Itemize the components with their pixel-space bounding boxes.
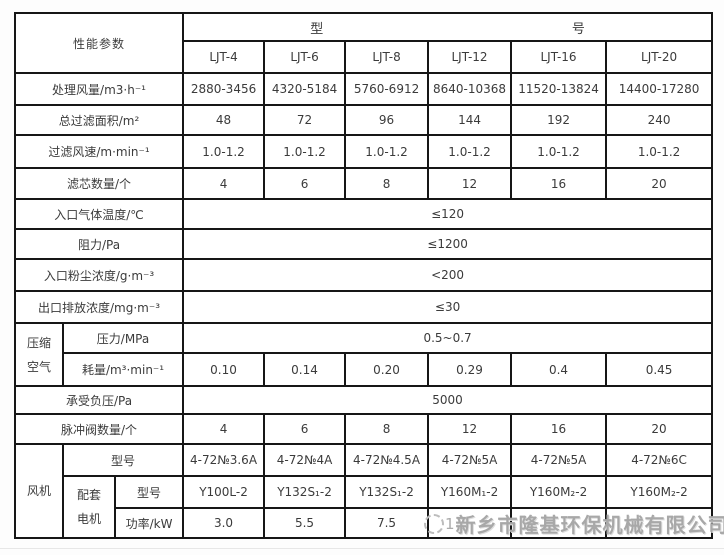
table-cell: 3.0	[182, 507, 266, 539]
table-cell: 4	[182, 413, 266, 445]
group-label-motor-line2: 电机	[76, 512, 101, 526]
table-cell: 4-72№5A	[510, 443, 608, 477]
table-cell: 4320-5184	[263, 72, 347, 106]
row-label-air-volume: 处理风量/m3·h⁻¹	[13, 72, 185, 106]
table-cell: 240	[605, 104, 714, 136]
table-cell: 1.0-1.2	[263, 134, 347, 169]
row-label-cartridge-count: 滤芯数量/个	[13, 167, 185, 200]
table-cell: 12	[427, 413, 513, 445]
table-cell: 20	[605, 413, 714, 445]
table-cell-merged: 5000	[182, 385, 714, 415]
table-cell: 192	[510, 104, 608, 136]
table-cell: 5760-6912	[344, 72, 430, 106]
table-cell: Y160M₁-2	[427, 475, 513, 509]
table-cell: 1.0-1.2	[427, 134, 513, 169]
table-cell: 6	[263, 167, 347, 200]
table-cell-merged: ≤1200	[182, 228, 714, 260]
table-cell: 8	[344, 167, 430, 200]
row-label-filter-velocity: 过滤风速/m·min⁻¹	[13, 134, 185, 169]
table-cell: Y100L-2	[182, 475, 266, 509]
table-cell: 4-72№3.6A	[182, 443, 266, 477]
row-label-motor-power: 功率/kW	[113, 507, 185, 539]
table-cell: Y132S₁-2	[344, 475, 430, 509]
table-cell: 1.0-1.2	[605, 134, 714, 169]
table-cell: 11520-13824	[510, 72, 608, 106]
table-cell: 14400-17280	[605, 72, 714, 106]
table-cell: 4-72№4A	[263, 443, 347, 477]
table-cell: 8	[344, 413, 430, 445]
header-model-char-1: 型	[310, 21, 324, 37]
table-cell: 6	[263, 413, 347, 445]
group-label-motor-line1: 配套	[76, 488, 101, 502]
table-cell: 2880-3456	[182, 72, 266, 106]
group-label-motor: 配套 电机	[62, 475, 116, 539]
table-cell: 0.14	[263, 352, 347, 387]
table-cell: 0.45	[605, 352, 714, 387]
table-cell: 4-72№4.5A	[344, 443, 430, 477]
col-header-ljt16: LJT-16	[510, 40, 608, 74]
col-header-ljt6: LJT-6	[263, 40, 347, 74]
row-label-fan-model: 型号	[61, 443, 185, 477]
table-cell: 48	[182, 104, 266, 136]
table-cell: 0.20	[344, 352, 430, 387]
header-performance-params: 性能参数	[13, 12, 185, 74]
group-label-compressed-air-line1: 压缩	[26, 335, 51, 350]
row-label-motor-model: 型号	[113, 475, 185, 509]
table-cell: 8640-10368	[427, 72, 513, 106]
table-cell: 0.10	[182, 352, 266, 387]
table-cell: 7.5	[344, 507, 430, 539]
row-label-outlet-emission: 出口排放浓度/mg·m⁻³	[13, 290, 185, 324]
spec-table: 性能参数 型 号 LJT-4 LJT-6 LJT-8 LJT-12 LJT-16…	[13, 12, 714, 539]
table-cell: 1.0-1.2	[344, 134, 430, 169]
col-header-ljt12: LJT-12	[427, 40, 513, 74]
table-cell: 4	[182, 167, 266, 200]
table-cell: 1.0-1.2	[182, 134, 266, 169]
table-cell-merged: ≤30	[182, 290, 714, 324]
table-cell-merged: <200	[182, 258, 714, 292]
table-cell: 0.29	[427, 352, 513, 387]
group-label-compressed-air: 压缩 空气	[14, 322, 64, 387]
col-header-ljt8: LJT-8	[344, 40, 430, 74]
row-label-pulse-valve-count: 脉冲阀数量/个	[13, 413, 185, 445]
table-cell: 4-72№6C	[605, 443, 714, 477]
table-cell-merged: ≤120	[182, 198, 714, 230]
row-label-resistance: 阻力/Pa	[13, 228, 185, 260]
table-cell: 16	[510, 413, 608, 445]
group-label-fan: 风机	[14, 443, 64, 539]
table-cell	[510, 507, 608, 539]
row-label-consumption: 耗量/m³·min⁻¹	[61, 352, 185, 387]
header-model-group: 型 号	[182, 12, 714, 42]
row-label-negative-pressure: 承受负压/Pa	[13, 385, 185, 415]
row-label-pressure: 压力/MPa	[61, 322, 185, 354]
bottom-divider	[0, 548, 724, 549]
table-cell: Y132S₁-2	[263, 475, 347, 509]
table-cell: 4-72№5A	[427, 443, 513, 477]
table-cell-merged: 0.5~0.7	[182, 322, 714, 354]
col-header-ljt20: LJT-20	[605, 40, 714, 74]
row-label-inlet-dust: 入口粉尘浓度/g·m⁻³	[13, 258, 185, 292]
header-model-char-2: 号	[571, 21, 585, 37]
table-cell: 144	[427, 104, 513, 136]
table-cell: 16	[510, 167, 608, 200]
table-cell: Y160M₂-2	[510, 475, 608, 509]
table-cell: 0.4	[510, 352, 608, 387]
table-cell	[605, 507, 714, 539]
table-cell: Y160M₂-2	[605, 475, 714, 509]
table-cell: 96	[344, 104, 430, 136]
table-cell: 20	[605, 167, 714, 200]
col-header-ljt4: LJT-4	[182, 40, 266, 74]
group-label-compressed-air-line2: 空气	[26, 359, 51, 374]
table-cell	[427, 507, 513, 539]
table-cell: 72	[263, 104, 347, 136]
table-cell: 5.5	[263, 507, 347, 539]
table-cell: 12	[427, 167, 513, 200]
row-label-inlet-temp: 入口气体温度/℃	[13, 198, 185, 230]
row-label-filter-area: 总过滤面积/m²	[13, 104, 185, 136]
table-cell: 1.0-1.2	[510, 134, 608, 169]
